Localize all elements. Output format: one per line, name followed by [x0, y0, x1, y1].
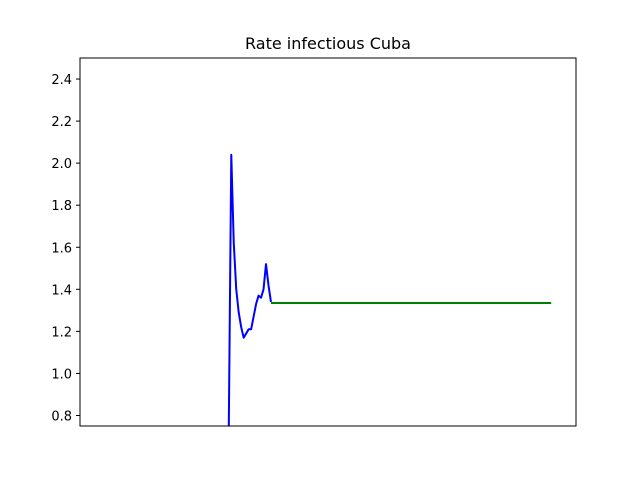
- y-tick-label: 0.8: [51, 409, 72, 424]
- y-tick-label: 2.4: [51, 73, 72, 88]
- y-tick-label: 1.8: [51, 199, 72, 214]
- y-tick-label: 1.4: [51, 283, 72, 298]
- y-tick-label: 1.0: [51, 367, 72, 382]
- y-tick-label: 1.6: [51, 241, 72, 256]
- y-tick-label: 2.0: [51, 157, 72, 172]
- y-axis: 0.8 1.0 1.2 1.4 1.6 1.8 2.0 2.2 2.4: [51, 73, 80, 424]
- y-tick-label: 2.2: [51, 115, 72, 130]
- y-tick-label: 1.2: [51, 325, 72, 340]
- chart-title: Rate infectious Cuba: [245, 34, 411, 53]
- plot-lines: [227, 153, 552, 427]
- plot-area: [79, 57, 577, 427]
- series-line-0: [227, 153, 272, 427]
